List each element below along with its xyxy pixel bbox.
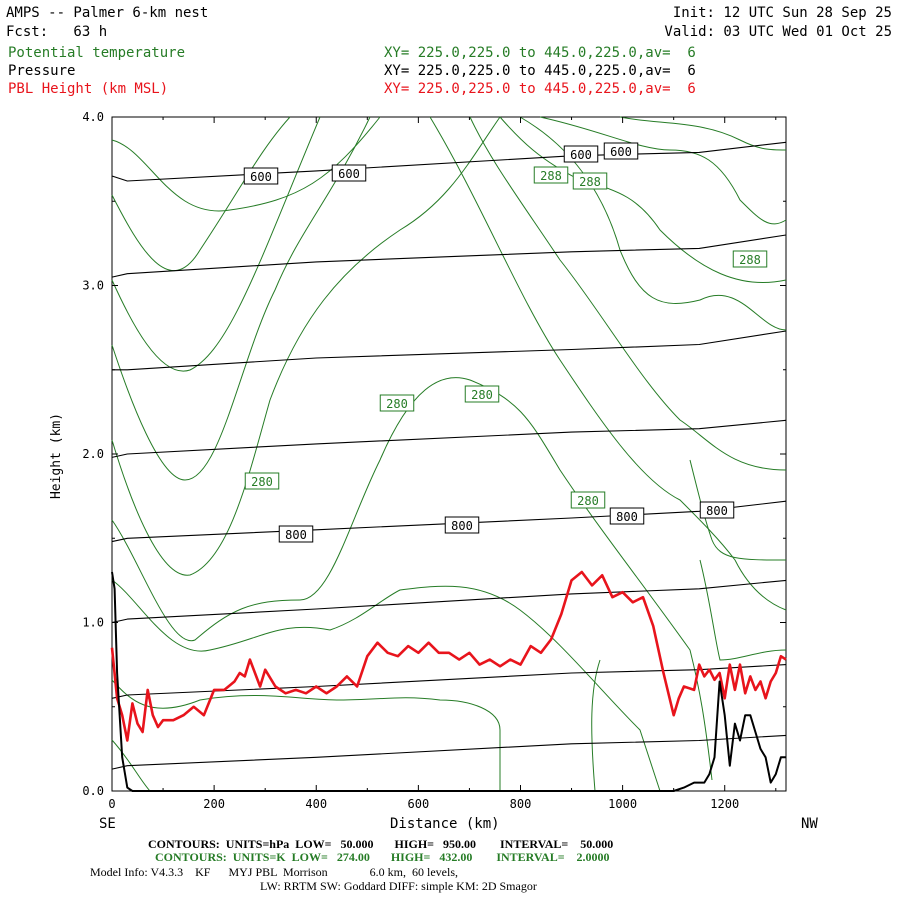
theta-contour xyxy=(111,739,151,792)
footer-pressure-contours: CONTOURS: UNITS=hPa LOW= 50.000 HIGH= 95… xyxy=(148,837,614,851)
theta-contour-label: 280 xyxy=(386,397,408,411)
theta-contour-label-box xyxy=(732,250,768,268)
init-time: Init: 12 UTC Sun 28 Sep 25 xyxy=(672,5,892,21)
y-axis-label: Height (km) xyxy=(49,412,65,500)
valid-time: Valid: 03 UTC Wed 01 Oct 25 xyxy=(664,24,892,40)
theta-contour xyxy=(111,679,501,791)
x-tick-label: 800 xyxy=(510,797,532,811)
theta-contour-label-box xyxy=(244,472,280,490)
theta-contour-label-box xyxy=(464,385,500,403)
theta-contour xyxy=(111,116,381,212)
pressure-contour-label: 600 xyxy=(570,148,592,162)
left-end-label: SE xyxy=(99,816,116,832)
y-tick-label: 1.0 xyxy=(82,616,104,630)
pressure-contour-label: 600 xyxy=(338,167,360,181)
theta-contour-label-box xyxy=(533,166,569,184)
theta-contour-label: 280 xyxy=(577,494,599,508)
theta-contour-label: 288 xyxy=(739,253,761,267)
theta-contour-label-box xyxy=(570,491,606,509)
footer-model-info: Model Info: V4.3.3 KF MYJ PBL Morrison 6… xyxy=(90,865,459,879)
theta-contour xyxy=(539,116,787,225)
theta-contour xyxy=(111,579,661,792)
forecast-hour: Fcst: 63 h xyxy=(6,24,108,40)
theta-contour xyxy=(111,116,291,272)
theta-contour xyxy=(469,116,787,471)
pressure-contour-line xyxy=(111,664,787,699)
pressure-contour-label-box xyxy=(331,164,367,182)
contour-labels: 600 600 600 600 800 800 800 800 288 288 288 280 280 2… xyxy=(243,142,768,543)
legend-theta-xy: XY= 225.0,225.0 to 445.0,225.0,av= 6 xyxy=(384,45,696,61)
x-tick-label: 200 xyxy=(203,797,225,811)
terrain-line xyxy=(111,571,786,792)
theta-contour-label-box xyxy=(572,172,608,190)
theta-contour-label-box xyxy=(379,394,415,412)
pressure-contour-label: 800 xyxy=(706,504,728,518)
y-tick-label: 3.0 xyxy=(82,279,104,293)
pressure-contour-label: 800 xyxy=(451,519,473,533)
right-end-label: NW xyxy=(801,816,818,832)
theta-contour xyxy=(591,659,601,792)
pressure-contour-line xyxy=(111,234,787,278)
theta-contour-label: 288 xyxy=(579,175,601,189)
theta-contour xyxy=(689,459,787,561)
x-tick-label: 0 xyxy=(108,797,115,811)
x-tick-label: 1200 xyxy=(710,797,739,811)
pressure-contour-line xyxy=(111,141,787,182)
footer-model-info-2: LW: RRTM SW: Goddard DIFF: simple KM: 2D… xyxy=(260,879,537,893)
y-tick-label: 2.0 xyxy=(82,447,104,461)
theta-contour xyxy=(519,116,787,331)
axis-ticks: 0 200 400 600 800 1000 1200 0.0 1.0 2.0 3.0 4.0 xyxy=(82,110,786,811)
theta-contour xyxy=(111,377,713,781)
x-tick-label: 600 xyxy=(408,797,430,811)
theta-contour-label: 288 xyxy=(540,169,562,183)
series-layer xyxy=(110,141,787,792)
pressure-contour-label-box xyxy=(278,525,314,543)
theta-contour-label: 280 xyxy=(251,475,273,489)
pressure-contour-line xyxy=(111,579,787,624)
footer-theta-contours: CONTOURS: UNITS=K LOW= 274.00 HIGH= 432.… xyxy=(155,850,610,864)
pressure-contour-label-box xyxy=(444,516,480,534)
pressure-contour-label: 600 xyxy=(610,145,632,159)
legend-pbl-xy: XY= 225.0,225.0 to 445.0,225.0,av= 6 xyxy=(384,81,696,97)
pressure-contour-label-box xyxy=(603,142,639,160)
pressure-contour-line xyxy=(112,330,787,371)
x-axis-label: Distance (km) xyxy=(390,816,500,832)
pressure-contour-label: 600 xyxy=(250,170,272,184)
theta-contour xyxy=(111,116,501,576)
theta-contour-label: 280 xyxy=(471,388,493,402)
x-tick-label: 1000 xyxy=(608,797,637,811)
legend-theta-label: Potential temperature xyxy=(8,45,186,61)
theta-contour xyxy=(619,116,787,151)
pbl-height-line xyxy=(110,570,787,742)
pressure-contour-label: 800 xyxy=(616,510,638,524)
theta-contour xyxy=(429,116,787,611)
pressure-contour-label: 800 xyxy=(285,528,307,542)
pressure-contour-line xyxy=(111,419,787,458)
pressure-contour-line xyxy=(111,734,787,770)
theta-contour xyxy=(111,116,321,372)
y-tick-label: 0.0 xyxy=(82,784,104,798)
pressure-contour-label-box xyxy=(699,501,735,519)
x-tick-label: 400 xyxy=(305,797,327,811)
legend-pbl-label: PBL Height (km MSL) xyxy=(8,81,169,97)
y-tick-label: 4.0 xyxy=(82,110,104,124)
pressure-contour-label-box xyxy=(563,145,599,163)
pressure-contour-label-box xyxy=(609,507,645,525)
pressure-contour-label-box xyxy=(243,167,279,185)
theta-contour xyxy=(699,559,787,661)
legend-pressure-xy: XY= 225.0,225.0 to 445.0,225.0,av= 6 xyxy=(384,63,696,79)
theta-contour xyxy=(111,116,371,481)
chart-title: AMPS -- Palmer 6-km nest xyxy=(6,5,209,21)
theta-contours xyxy=(111,116,787,792)
legend-pressure-label: Pressure xyxy=(8,63,76,79)
theta-contour xyxy=(499,116,787,284)
